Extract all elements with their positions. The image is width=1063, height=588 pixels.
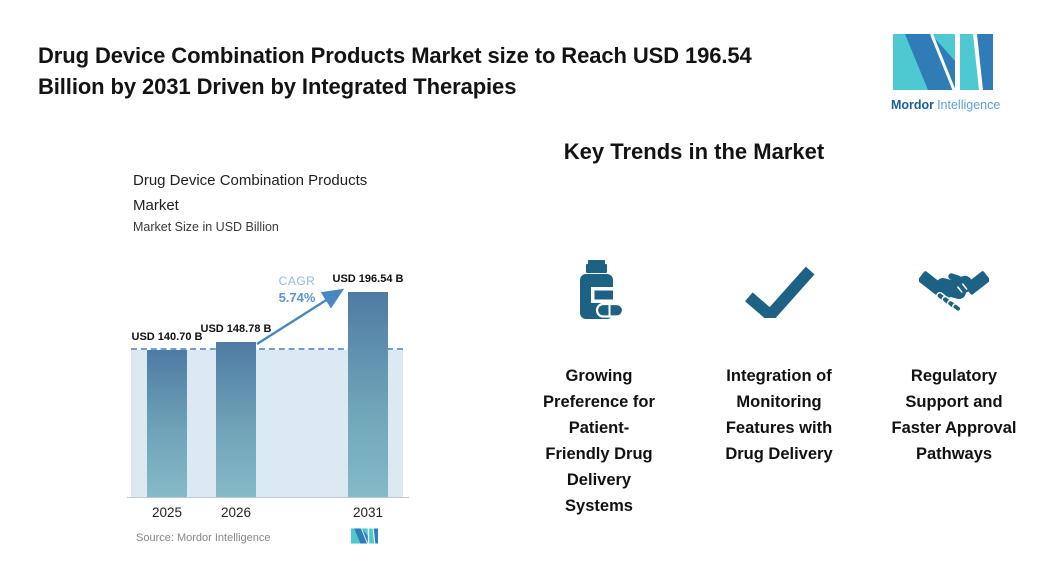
handshake-icon	[919, 271, 989, 313]
mordor-logo-icon	[893, 33, 993, 91]
bar-group-2031: USD 196.54 B 2031	[333, 273, 404, 520]
source-note: Source: Mordor Intelligence	[136, 532, 271, 544]
trend-item-regulatory: Regulatory Support and Faster Approval P…	[864, 255, 1044, 467]
x-axis-label-2031: 2031	[352, 505, 384, 520]
trend-label: Regulatory Support and Faster Approval P…	[891, 367, 1017, 463]
mordor-logo: Mordor Intelligence	[891, 33, 1000, 112]
page-title: Drug Device Combination Products Market …	[38, 43, 752, 99]
trend-icon-box	[864, 255, 1044, 325]
mordor-logo-icon-small	[351, 528, 378, 544]
trend-icon-box	[509, 255, 689, 325]
cagr-label: CAGR	[278, 274, 316, 288]
trend-label: Growing Preference for Patient- Friendly…	[543, 367, 655, 515]
trends-heading: Key Trends in the Market	[563, 139, 825, 164]
brand-name-bold: Mordor	[891, 98, 935, 112]
bar-chart-plot: CAGR 5.74% USD 140.70 B 2025 USD 148.78 …	[127, 260, 409, 540]
bar-value-label-2026: USD 148.78 B	[200, 323, 272, 335]
chart-subtitle: Market Size in USD Billion	[133, 220, 279, 234]
x-axis-line	[127, 497, 409, 498]
cagr-value: 5.74%	[278, 290, 316, 305]
cagr-annotation: CAGR 5.74%	[267, 274, 327, 305]
bar-group-2026: USD 148.78 B 2026	[201, 323, 272, 520]
trend-icon-box	[689, 255, 869, 325]
bar-2026	[216, 342, 256, 497]
x-axis-label-2026: 2026	[220, 505, 252, 520]
trend-item-monitoring: Integration of Monitoring Features with …	[689, 255, 869, 467]
brand-text: Mordor Intelligence	[891, 98, 1000, 112]
reference-dashed-line	[131, 348, 403, 350]
bar-value-label-2031: USD 196.54 B	[332, 273, 404, 285]
bar-value-label-2025: USD 140.70 B	[131, 331, 203, 343]
x-axis-label-2025: 2025	[151, 505, 183, 520]
brand-name-light: Intelligence	[937, 98, 1001, 112]
chart-header: Drug Device Combination Products Market …	[133, 168, 389, 234]
trend-label: Integration of Monitoring Features with …	[725, 367, 833, 463]
chart-title: Drug Device Combination Products Market	[133, 172, 368, 214]
trend-item-drug-delivery: Growing Preference for Patient- Friendly…	[509, 255, 689, 519]
cagr-arrow-icon	[256, 288, 345, 346]
bar-group-2025: USD 140.70 B 2025	[132, 331, 203, 520]
source-row: Source: Mordor Intelligence	[136, 528, 396, 546]
checkmark-icon	[744, 266, 815, 318]
bar-2025	[147, 350, 187, 497]
pill-bottle-icon	[580, 260, 625, 319]
bar-2031	[348, 292, 388, 497]
